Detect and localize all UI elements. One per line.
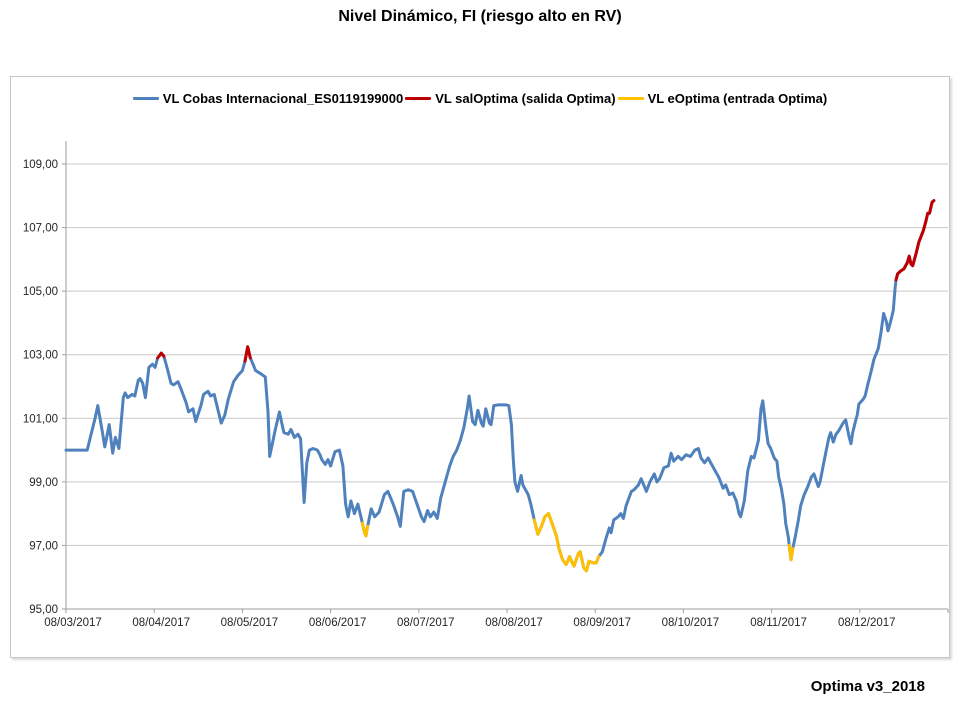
x-axis-tick-label: 08/10/2017 [662,617,720,629]
y-axis-tick-label: 97,00 [29,540,58,552]
legend-line-swatch-red-icon [405,97,432,100]
series-line-overlay [360,521,370,538]
x-axis-tick-label: 08/11/2017 [750,617,807,629]
series-line-overlay [156,351,166,360]
legend-item-cobas: VL Cobas Internacional_ES0119199000 [132,91,404,106]
x-axis-tick-label: 08/08/2017 [485,617,543,629]
y-axis-tick-label: 107,00 [23,223,58,235]
y-axis-tick-label: 99,00 [29,477,58,489]
x-axis-tick-label: 08/07/2017 [397,617,455,629]
footer-label: Optima v3_2018 [810,678,925,695]
legend: VL Cobas Internacional_ES0119199000 VL s… [11,91,949,106]
y-axis-tick-label: 103,00 [23,350,58,362]
chart-container: VL Cobas Internacional_ES0119199000 VL s… [10,76,950,658]
legend-line-swatch-blue-icon [132,97,159,100]
x-axis-tick-label: 08/09/2017 [573,617,631,629]
legend-label-cobas: VL Cobas Internacional_ES0119199000 [162,91,404,106]
legend-label-eoptima: VL eOptima (entrada Optima) [647,91,828,106]
x-axis-tick-label: 08/03/2017 [44,617,102,629]
series-line-cobas [64,199,936,573]
x-axis-tick-label: 08/12/2017 [838,617,896,629]
legend-label-saloptima: VL salOptima (salida Optima) [435,91,616,106]
x-axis-tick-label: 08/04/2017 [132,617,190,629]
y-axis-tick-label: 105,00 [23,286,58,298]
legend-line-swatch-yellow-icon [617,97,644,100]
series-line-overlay [532,512,601,573]
legend-item-eoptima: VL eOptima (entrada Optima) [617,91,828,106]
x-axis-tick-label: 08/06/2017 [309,617,367,629]
chart-title: Nivel Dinámico, FI (riesgo alto en RV) [338,8,622,25]
series-line-overlay [243,345,252,363]
plot-area: 95,00 97,00 99,00 101,00 103,00 105,00 107,00 1… [23,141,949,629]
series-line-overlay [894,199,936,282]
y-axis-tick-label: 95,00 [29,604,58,616]
y-axis-tick-label: 101,00 [23,413,58,425]
legend-item-saloptima: VL salOptima (salida Optima) [405,91,616,106]
y-axis-tick-label: 109,00 [23,159,58,171]
x-axis-tick-label: 08/05/2017 [221,617,279,629]
series-line-overlay [787,543,795,562]
